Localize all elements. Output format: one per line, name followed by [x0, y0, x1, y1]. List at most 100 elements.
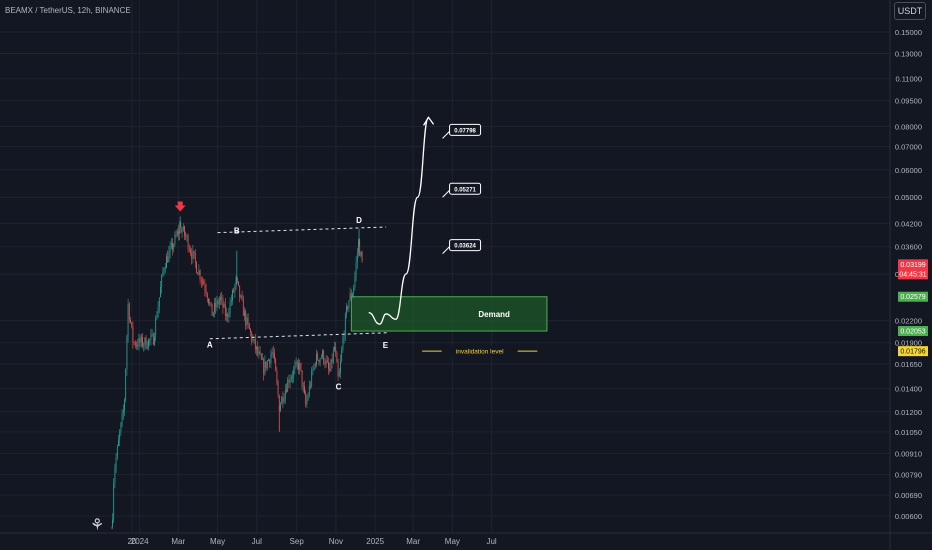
- candle-body: [197, 272, 199, 275]
- candle-body: [254, 339, 256, 350]
- candle-body: [136, 344, 137, 346]
- candle-body: [188, 249, 190, 251]
- price-tick-label: 0.09500: [895, 97, 922, 106]
- candle-body: [341, 349, 343, 362]
- candle-body: [270, 355, 272, 364]
- candle-body: [349, 293, 351, 301]
- currency-selector[interactable]: USDT: [894, 2, 926, 20]
- candle-body: [242, 299, 244, 316]
- candle-body: [302, 386, 304, 387]
- candle-body: [140, 336, 142, 343]
- candle-body: [150, 334, 152, 340]
- time-tick-label: Mar: [406, 537, 420, 546]
- candle-body: [142, 336, 143, 347]
- projection-arrow-head: [423, 116, 435, 126]
- candle-body: [151, 333, 153, 335]
- candle-body: [328, 362, 329, 369]
- projection-path: [368, 116, 430, 325]
- candle-body: [344, 314, 346, 336]
- candle-body: [137, 344, 139, 347]
- candle-body: [272, 352, 274, 354]
- candle-body: [233, 290, 235, 292]
- target-label: 0.05271: [454, 187, 476, 193]
- candle-body: [234, 285, 236, 292]
- candle-body: [353, 287, 355, 295]
- candle-body: [330, 359, 332, 372]
- candle-body: [152, 333, 154, 345]
- candle-body: [276, 371, 278, 383]
- candle-body: [263, 359, 265, 375]
- candle-body: [317, 353, 319, 361]
- candle-body: [340, 361, 341, 373]
- candle-body: [358, 240, 359, 254]
- candle-body: [162, 271, 164, 276]
- price-tick-label: 0.06000: [895, 166, 922, 175]
- candle-body: [346, 306, 347, 315]
- candle-body: [316, 353, 317, 365]
- candle-body: [154, 336, 155, 345]
- candle-body: [323, 350, 325, 363]
- price-tick-label: 0.00910: [895, 449, 922, 458]
- candle-body: [277, 382, 279, 395]
- candle-body: [130, 319, 131, 323]
- candle-body: [143, 344, 145, 347]
- candle-body: [311, 370, 313, 386]
- demand-top-badge-bg: [898, 291, 928, 302]
- candle-body: [121, 413, 123, 423]
- candle-body: [181, 230, 183, 233]
- candle-body: [156, 317, 158, 319]
- candle-body: [168, 251, 170, 263]
- candle-body: [295, 362, 297, 366]
- candle-body: [310, 385, 311, 387]
- candle-body: [116, 445, 118, 458]
- candle-body: [282, 396, 284, 403]
- candle-body: [265, 361, 267, 369]
- candle-body: [222, 298, 224, 308]
- candle-body: [139, 337, 141, 343]
- candle-body: [240, 295, 242, 298]
- price-tick-label: 0.01400: [895, 385, 922, 394]
- candle-body: [352, 294, 353, 297]
- candle-body: [149, 339, 151, 341]
- target-label: 0.07798: [454, 128, 476, 134]
- candle-body: [356, 253, 358, 263]
- candle-body: [334, 346, 335, 351]
- candle-body: [228, 313, 230, 317]
- candle-body: [163, 268, 165, 272]
- candle-body: [148, 339, 149, 348]
- candle-body: [128, 303, 130, 320]
- price-tick-label: 0.01200: [895, 408, 922, 417]
- candle-body: [236, 277, 238, 282]
- candle-body: [348, 300, 350, 309]
- wave-label-d: D: [356, 216, 362, 225]
- price-tick-label: 0.15000: [895, 28, 922, 37]
- wave-label-b: B: [234, 227, 240, 236]
- candle-body: [347, 306, 349, 309]
- candle-body: [266, 360, 268, 369]
- candle-body: [173, 244, 175, 250]
- wave-label-c: C: [336, 382, 342, 391]
- annotations-layer: A B C D E 0.07798 0.05271 0.03624: [174, 123, 482, 391]
- price-tick-label: 0.00690: [895, 491, 922, 500]
- candle-body: [170, 242, 172, 247]
- candle-body: [305, 393, 307, 405]
- time-tick-label: Nov: [329, 537, 343, 546]
- candle-body: [155, 318, 157, 337]
- candle-body: [235, 277, 237, 286]
- price-tick-label: 0.08000: [895, 123, 922, 132]
- candle-body: [214, 303, 215, 313]
- wave-label-a: A: [207, 340, 213, 349]
- candle-body: [125, 369, 127, 401]
- candle-body: [359, 240, 361, 256]
- current-price-badge-bg: [898, 259, 928, 280]
- candle-body: [158, 297, 160, 307]
- candle-body: [257, 346, 259, 354]
- candle-body: [283, 398, 285, 403]
- candle-body: [342, 339, 344, 350]
- candle-body: [287, 379, 289, 392]
- candle-body: [247, 317, 249, 324]
- target-box: [449, 239, 482, 252]
- candle-body: [212, 312, 214, 316]
